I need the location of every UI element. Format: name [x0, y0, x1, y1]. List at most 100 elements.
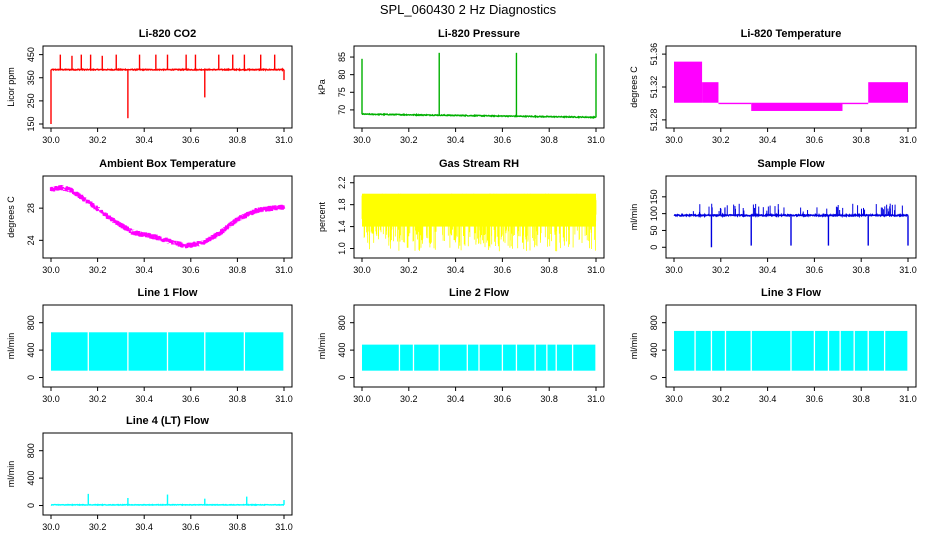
- plot-frame: [665, 304, 917, 388]
- y-tick-label: 100: [649, 206, 659, 221]
- x-tick-label: 30.2: [400, 265, 418, 275]
- panel-line1: Line 1 Flow ml/min 30.0 30.2 30.4 30.6 30.8 31.…: [6, 287, 293, 404]
- x-tick-label: 30.8: [540, 265, 558, 275]
- series-line1: [51, 331, 285, 372]
- noise-trace: [361, 193, 597, 252]
- y-tick-label: 350: [26, 70, 36, 85]
- y-tick-label: 2.2: [337, 176, 347, 189]
- x-tick-label: 30.4: [447, 394, 465, 404]
- x-tick-label: 30.0: [665, 394, 683, 404]
- x-tick-label: 30.4: [135, 394, 153, 404]
- plot-frame: [353, 45, 605, 129]
- y-tick-label: 85: [337, 52, 347, 62]
- panel-line2: Line 2 Flow ml/min 30.0 30.2 30.4 30.6 30.8 31.…: [317, 287, 605, 404]
- x-tick-label: 31.0: [587, 265, 605, 275]
- y-tick-label: 400: [337, 343, 347, 358]
- plot-title: Sample Flow: [757, 158, 825, 170]
- x-tick-label: 31.0: [899, 265, 917, 275]
- series-sample-flow: [673, 203, 909, 248]
- y-axis-label: ml/min: [317, 333, 327, 360]
- y-axis-label: Licor ppm: [6, 67, 16, 107]
- y-tick-label: 0: [337, 375, 347, 380]
- panel-sample-flow: Sample Flow ml/min 30.0 30.2 30.4 30.6 30.8 31.…: [629, 158, 917, 275]
- y-tick-label: 800: [649, 315, 659, 330]
- x-tick-label: 30.2: [89, 135, 107, 145]
- x-tick-label: 30.4: [447, 135, 465, 145]
- y-tick-label: 70: [337, 105, 347, 115]
- y-axis-label: ml/min: [629, 204, 639, 231]
- x-tick-label: 30.4: [447, 265, 465, 275]
- x-tick-label: 30.0: [665, 265, 683, 275]
- y-tick-label: 51.28: [649, 109, 659, 132]
- x-tick-label: 30.6: [494, 265, 512, 275]
- x-tick-label: 30.2: [400, 135, 418, 145]
- y-tick-label: 0: [649, 375, 659, 380]
- y-tick-label: 150: [649, 189, 659, 204]
- x-tick-label: 30.4: [759, 394, 777, 404]
- y-tick-label: 0: [649, 245, 659, 250]
- plot-frame: [42, 304, 293, 388]
- series-line: [50, 503, 285, 507]
- x-tick-label: 30.6: [494, 135, 512, 145]
- x-tick-label: 30.0: [665, 135, 683, 145]
- y-tick-label: 400: [26, 471, 36, 486]
- x-tick-label: 30.2: [400, 394, 418, 404]
- panel-line3: Line 3 Flow ml/min 30.0 30.2 30.4 30.6 30.8 31.…: [629, 287, 917, 404]
- x-tick-label: 30.6: [182, 135, 200, 145]
- y-axis-label: degrees C: [6, 196, 16, 238]
- x-tick-label: 30.0: [42, 135, 60, 145]
- y-tick-label: 51.36: [649, 43, 659, 66]
- x-tick-label: 31.0: [587, 135, 605, 145]
- x-tick-label: 30.8: [229, 135, 247, 145]
- plot-frame: [42, 45, 293, 129]
- x-tick-label: 31.0: [275, 522, 293, 532]
- plot-title: Ambient Box Temperature: [99, 158, 236, 170]
- x-tick-label: 30.6: [182, 265, 200, 275]
- step-band: [868, 82, 908, 103]
- x-tick-label: 30.0: [353, 394, 371, 404]
- y-tick-label: 1.4: [337, 220, 347, 233]
- x-tick-label: 30.4: [759, 135, 777, 145]
- plot-frame: [42, 175, 293, 259]
- x-tick-label: 30.8: [229, 265, 247, 275]
- x-tick-label: 30.2: [89, 394, 107, 404]
- x-tick-label: 30.2: [712, 265, 730, 275]
- x-tick-label: 30.2: [712, 135, 730, 145]
- x-tick-label: 30.2: [712, 394, 730, 404]
- x-tick-label: 30.4: [135, 522, 153, 532]
- plot-title: Line 2 Flow: [449, 287, 509, 299]
- plot-title: Gas Stream RH: [439, 158, 519, 170]
- y-tick-label: 1.8: [337, 198, 347, 211]
- plot-title: Li-820 CO2: [139, 28, 196, 40]
- x-tick-label: 30.8: [852, 394, 870, 404]
- y-axis-label: ml/min: [6, 333, 16, 360]
- step-band: [674, 61, 703, 103]
- panel-co2: Li-820 CO2 Licor ppm 30.0 30.2 30.4 30.6 30.8 3…: [6, 28, 293, 145]
- y-tick-label: 51.32: [649, 76, 659, 99]
- series-co2: [50, 54, 285, 124]
- step-band: [702, 82, 719, 103]
- y-tick-label: 800: [26, 443, 36, 458]
- panel-pressure: Li-820 Pressure kPa 30.0 30.2 30.4 30.6 30.8 31…: [317, 28, 605, 145]
- y-axis-label: kPa: [317, 79, 327, 95]
- x-tick-label: 31.0: [275, 265, 293, 275]
- x-tick-label: 30.6: [806, 135, 824, 145]
- x-tick-label: 30.0: [353, 265, 371, 275]
- series-line: [49, 185, 286, 249]
- x-tick-label: 31.0: [275, 135, 293, 145]
- y-tick-label: 0: [26, 375, 36, 380]
- plot-title: Line 4 (LT) Flow: [126, 415, 209, 427]
- x-tick-label: 30.0: [42, 522, 60, 532]
- step-band: [751, 102, 843, 111]
- x-tick-label: 31.0: [275, 394, 293, 404]
- panel-ambient-temp: Ambient Box Temperature degrees C 30.0 30.2…: [6, 158, 293, 275]
- plot-title: Li-820 Temperature: [741, 28, 842, 40]
- y-tick-label: 250: [26, 93, 36, 108]
- y-tick-label: 80: [337, 70, 347, 80]
- x-tick-label: 30.2: [89, 522, 107, 532]
- x-tick-label: 30.8: [852, 265, 870, 275]
- y-tick-label: 75: [337, 87, 347, 97]
- x-tick-label: 30.6: [494, 394, 512, 404]
